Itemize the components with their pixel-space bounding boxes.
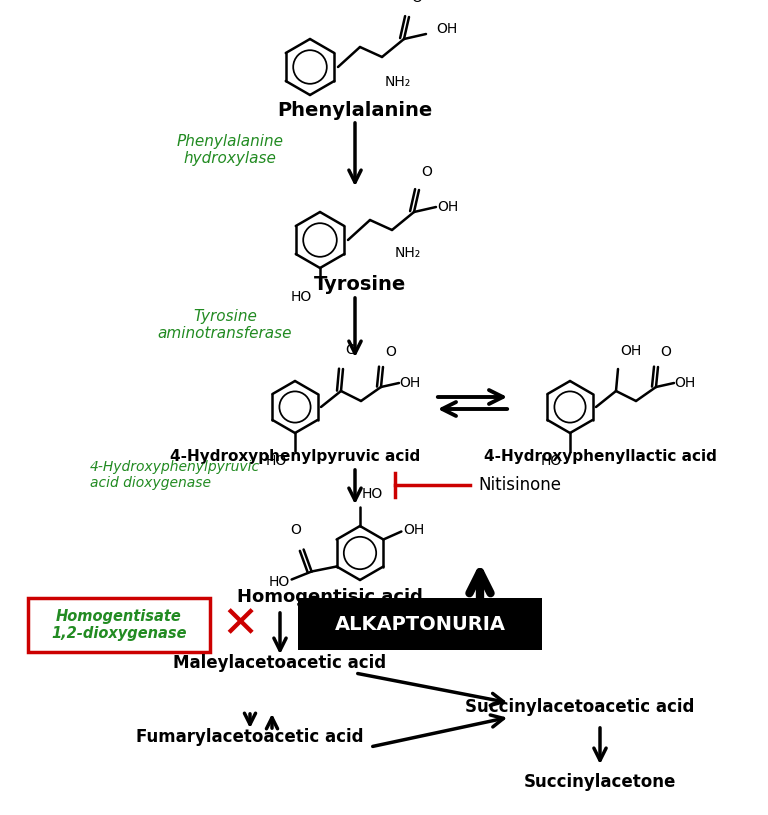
- Text: Succinylacetone: Succinylacetone: [524, 773, 676, 791]
- Text: ALKAPTONURIA: ALKAPTONURIA: [335, 615, 505, 633]
- Text: O: O: [345, 343, 356, 357]
- Text: 4-Hydroxyphenylpyruvic acid: 4-Hydroxyphenylpyruvic acid: [170, 450, 420, 465]
- Text: Maleylacetoacetic acid: Maleylacetoacetic acid: [174, 654, 386, 672]
- Text: NH₂: NH₂: [385, 75, 411, 89]
- Text: OH: OH: [399, 376, 420, 390]
- Text: Phenylalanine: Phenylalanine: [277, 100, 432, 120]
- Text: HO: HO: [291, 290, 312, 304]
- Text: Homogentisate
1,2-dioxygenase: Homogentisate 1,2-dioxygenase: [51, 609, 187, 641]
- Text: Fumarylacetoacetic acid: Fumarylacetoacetic acid: [136, 728, 364, 746]
- Text: 4-Hydroxyphenyllactic acid: 4-Hydroxyphenyllactic acid: [484, 450, 717, 465]
- Text: HO: HO: [266, 454, 287, 468]
- Text: Nitisinone: Nitisinone: [478, 476, 561, 494]
- Text: ✕: ✕: [221, 603, 259, 646]
- Text: HO: HO: [541, 454, 562, 468]
- Text: 4-Hydroxyphenylpyruvic
acid dioxygenase: 4-Hydroxyphenylpyruvic acid dioxygenase: [90, 460, 260, 490]
- Text: HO: HO: [268, 575, 290, 588]
- Text: HO: HO: [362, 487, 383, 501]
- Text: O: O: [411, 0, 422, 5]
- FancyBboxPatch shape: [28, 598, 210, 652]
- Text: O: O: [385, 345, 396, 359]
- Text: O: O: [421, 165, 432, 179]
- Text: Tyrosine
aminotransferase: Tyrosine aminotransferase: [157, 309, 293, 341]
- Text: O: O: [291, 523, 302, 538]
- Text: OH: OH: [674, 376, 695, 390]
- Text: Homogentisic acid: Homogentisic acid: [237, 588, 423, 606]
- Text: OH: OH: [436, 22, 457, 36]
- Text: NH₂: NH₂: [395, 246, 422, 260]
- Text: Tyrosine: Tyrosine: [314, 275, 406, 294]
- FancyBboxPatch shape: [298, 598, 542, 650]
- Text: Phenylalanine
hydroxylase: Phenylalanine hydroxylase: [177, 134, 283, 166]
- Text: Succinylacetoacetic acid: Succinylacetoacetic acid: [465, 698, 695, 716]
- Text: OH: OH: [403, 522, 425, 536]
- Text: OH: OH: [437, 200, 458, 214]
- Text: O: O: [660, 345, 671, 359]
- Text: OH: OH: [620, 344, 641, 358]
